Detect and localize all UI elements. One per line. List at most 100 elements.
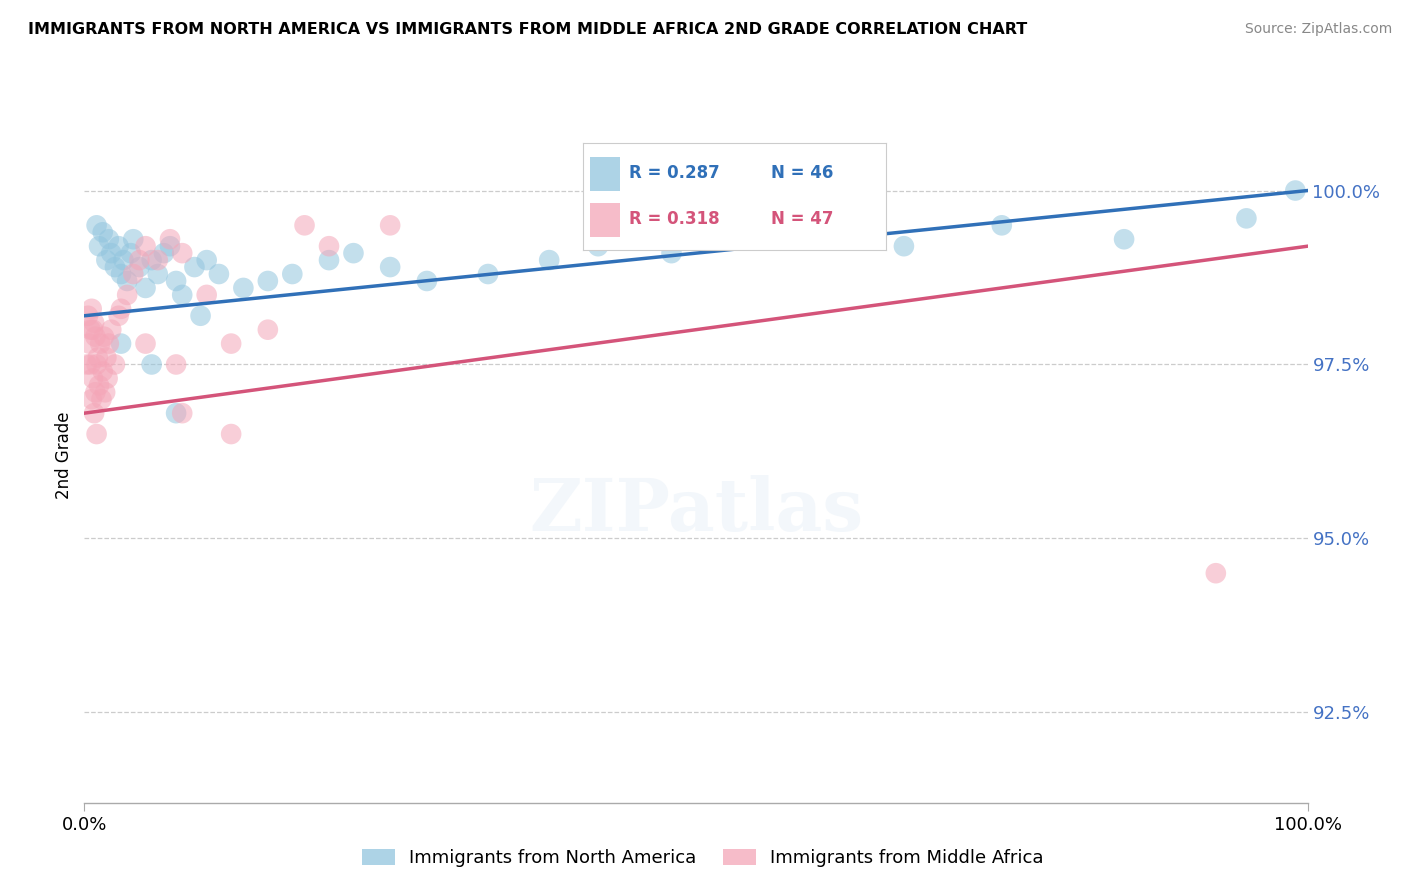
Legend: Immigrants from North America, Immigrants from Middle Africa: Immigrants from North America, Immigrant… bbox=[354, 841, 1052, 874]
Point bbox=[110, 336, 132, 351]
Point bbox=[128, 253, 150, 268]
Point bbox=[1114, 232, 1136, 246]
Point bbox=[115, 288, 138, 302]
Point bbox=[135, 281, 157, 295]
Point bbox=[87, 351, 110, 365]
Point bbox=[104, 358, 127, 372]
Point bbox=[115, 274, 138, 288]
Point bbox=[91, 225, 114, 239]
Point bbox=[104, 260, 127, 274]
Point bbox=[120, 246, 142, 260]
Point bbox=[281, 267, 304, 281]
Point bbox=[77, 336, 100, 351]
Point bbox=[107, 239, 129, 253]
Point bbox=[97, 232, 120, 246]
Text: IMMIGRANTS FROM NORTH AMERICA VS IMMIGRANTS FROM MIDDLE AFRICA 2ND GRADE CORRELA: IMMIGRANTS FROM NORTH AMERICA VS IMMIGRA… bbox=[28, 22, 1028, 37]
Point bbox=[342, 246, 364, 260]
Point bbox=[80, 301, 103, 316]
Point bbox=[183, 260, 205, 274]
Point bbox=[893, 239, 915, 253]
Point bbox=[165, 358, 187, 372]
Point bbox=[100, 323, 122, 337]
Point bbox=[1234, 211, 1257, 226]
Point bbox=[86, 219, 108, 233]
Point bbox=[195, 253, 218, 268]
Point bbox=[318, 253, 340, 268]
Point bbox=[146, 267, 169, 281]
Point bbox=[82, 323, 104, 337]
Point bbox=[380, 260, 402, 274]
Text: Source: ZipAtlas.com: Source: ZipAtlas.com bbox=[1244, 22, 1392, 37]
Point bbox=[97, 336, 120, 351]
Point bbox=[294, 219, 316, 233]
Point bbox=[79, 323, 101, 337]
Point bbox=[112, 253, 135, 268]
Point bbox=[122, 267, 145, 281]
Point bbox=[172, 406, 194, 420]
Point bbox=[135, 336, 157, 351]
Point bbox=[1284, 184, 1306, 198]
Point bbox=[219, 427, 242, 442]
Point bbox=[79, 358, 101, 372]
Point bbox=[165, 274, 187, 288]
Point bbox=[97, 371, 120, 385]
Point bbox=[232, 281, 254, 295]
Point bbox=[380, 219, 402, 233]
Text: ZIPatlas: ZIPatlas bbox=[529, 475, 863, 546]
Point bbox=[257, 323, 280, 337]
Point bbox=[84, 385, 107, 400]
Point bbox=[128, 260, 150, 274]
Point bbox=[416, 274, 439, 288]
Point bbox=[586, 239, 609, 253]
Point bbox=[208, 267, 231, 281]
Point bbox=[110, 301, 132, 316]
Point bbox=[100, 246, 122, 260]
Text: N = 47: N = 47 bbox=[770, 211, 834, 228]
Point bbox=[110, 267, 132, 281]
Point bbox=[93, 329, 115, 343]
Point bbox=[172, 246, 194, 260]
Point bbox=[89, 336, 111, 351]
Point bbox=[153, 246, 176, 260]
Point bbox=[90, 392, 112, 407]
Point bbox=[87, 378, 110, 392]
Point bbox=[84, 329, 107, 343]
Point bbox=[190, 309, 212, 323]
Point bbox=[141, 253, 163, 268]
Point bbox=[538, 253, 561, 268]
Text: R = 0.318: R = 0.318 bbox=[628, 211, 720, 228]
Bar bbox=[589, 202, 620, 237]
Point bbox=[135, 239, 157, 253]
Text: N = 46: N = 46 bbox=[770, 164, 834, 182]
Point bbox=[1205, 566, 1227, 581]
Point bbox=[86, 358, 108, 372]
Point bbox=[122, 232, 145, 246]
Point bbox=[107, 309, 129, 323]
Point bbox=[76, 358, 98, 372]
Point bbox=[87, 239, 110, 253]
Point bbox=[141, 358, 163, 372]
Point bbox=[991, 219, 1014, 233]
Point bbox=[80, 392, 103, 407]
Point bbox=[172, 288, 194, 302]
Point bbox=[159, 232, 181, 246]
Point bbox=[477, 267, 499, 281]
Point bbox=[77, 309, 100, 323]
Point bbox=[83, 316, 105, 330]
Point bbox=[195, 288, 218, 302]
Text: R = 0.287: R = 0.287 bbox=[628, 164, 720, 182]
Point bbox=[94, 385, 117, 400]
Y-axis label: 2nd Grade: 2nd Grade bbox=[55, 411, 73, 499]
Point bbox=[257, 274, 280, 288]
Bar bbox=[589, 157, 620, 191]
Point bbox=[159, 239, 181, 253]
Point bbox=[318, 239, 340, 253]
Point bbox=[96, 253, 118, 268]
Point bbox=[219, 336, 242, 351]
Point bbox=[82, 371, 104, 385]
Point bbox=[747, 232, 769, 246]
Point bbox=[165, 406, 187, 420]
Point bbox=[146, 253, 169, 268]
Point bbox=[96, 351, 118, 365]
Point bbox=[807, 225, 830, 239]
